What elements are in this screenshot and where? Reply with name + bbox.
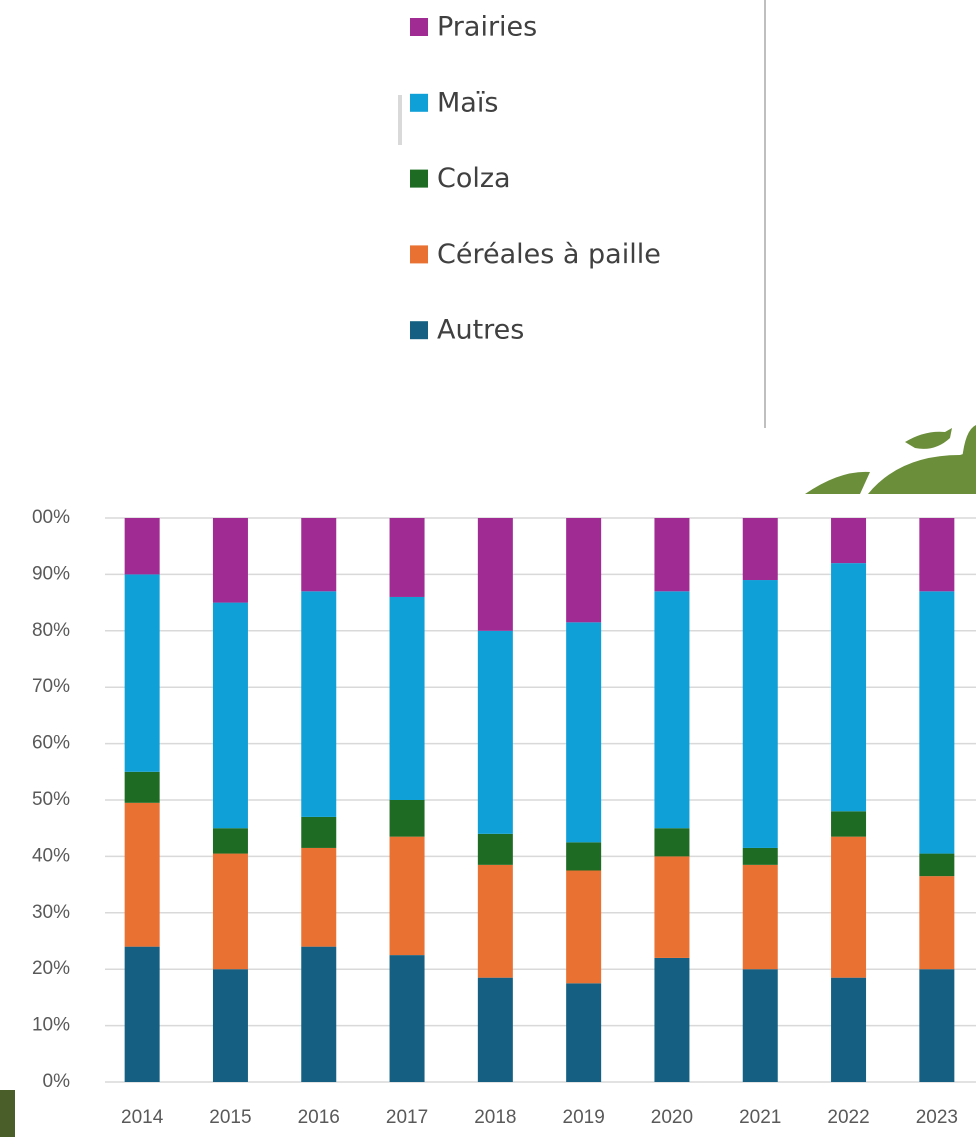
bar-segment	[919, 876, 955, 970]
bar-segment	[212, 828, 248, 854]
bar-segment	[477, 864, 513, 978]
x-tick-label: 2022	[827, 1107, 869, 1128]
legend-swatch	[410, 321, 428, 340]
bar-segment	[124, 574, 160, 772]
bar-segment	[566, 842, 602, 871]
y-tick-label: 70%	[32, 676, 70, 697]
decoration	[0, 1090, 15, 1137]
bar-segment	[389, 596, 425, 800]
x-tick-label: 2018	[474, 1107, 516, 1128]
bar-segment	[919, 969, 955, 1082]
bar-segment	[477, 833, 513, 865]
y-tick-label: 20%	[32, 958, 70, 979]
y-tick-label: 40%	[32, 845, 70, 866]
bar-segment	[919, 518, 955, 592]
y-tick-label: 90%	[32, 563, 70, 584]
bar-segment	[742, 580, 778, 848]
x-tick-label: 2021	[739, 1107, 781, 1128]
bar-segment	[566, 518, 602, 623]
bar-segment	[212, 602, 248, 829]
x-tick-label: 2014	[121, 1107, 164, 1128]
bar-segment	[831, 977, 867, 1082]
bar-segment	[566, 870, 602, 984]
x-tick-label: 2020	[651, 1107, 693, 1128]
bird-decoration	[805, 425, 976, 494]
bar-segment	[566, 983, 602, 1082]
bar-segment	[212, 969, 248, 1082]
bar-segment	[654, 518, 690, 592]
y-tick-label: 00%	[32, 507, 70, 528]
bar-segment	[654, 591, 690, 829]
bar-segment	[831, 811, 867, 837]
bar-segment	[654, 828, 690, 857]
bar-segment	[742, 518, 778, 581]
x-tick-label: 2019	[563, 1107, 605, 1128]
bar-segment	[831, 836, 867, 978]
bar-segment	[124, 946, 160, 1082]
bar-segment	[742, 847, 778, 865]
bar-segment	[389, 955, 425, 1082]
bar-segment	[654, 856, 690, 958]
bar-segment	[389, 836, 425, 956]
bar-segment	[301, 847, 337, 947]
bar-segment	[124, 802, 160, 947]
x-tick-label: 2017	[386, 1107, 428, 1128]
bar-segment	[477, 977, 513, 1082]
y-tick-label: 10%	[32, 1015, 70, 1036]
bar-segment	[919, 853, 955, 877]
bar-segment	[301, 816, 337, 848]
bar-segment	[742, 969, 778, 1082]
bar-segment	[301, 946, 337, 1082]
bar-segment	[124, 518, 160, 575]
bar-segment	[831, 563, 867, 812]
bar-segment	[389, 518, 425, 597]
y-tick-label: 50%	[32, 789, 70, 810]
bar-segment	[212, 518, 248, 603]
legend-label: Prairies	[437, 12, 537, 43]
legend-swatch	[410, 93, 428, 112]
x-tick-label: 2015	[209, 1107, 251, 1128]
x-tick-label: 2016	[298, 1107, 340, 1128]
bar-segment	[301, 591, 337, 817]
bar-segment	[212, 853, 248, 970]
legend-label: Céréales à paille	[437, 239, 661, 270]
bar-segment	[566, 622, 602, 843]
bar-segment	[919, 591, 955, 854]
legend-swatch	[410, 18, 428, 36]
legend-swatch	[410, 169, 428, 188]
bar-segment	[831, 518, 867, 564]
y-tick-label: 80%	[32, 620, 70, 641]
legend-label: Autres	[437, 315, 524, 346]
x-tick-label: 2023	[916, 1107, 958, 1128]
decoration	[398, 95, 402, 145]
bar-segment	[124, 771, 160, 803]
bar-segment	[389, 800, 425, 837]
legend-label: Colza	[437, 163, 511, 194]
y-tick-label: 0%	[43, 1071, 71, 1092]
bar-segment	[477, 630, 513, 834]
bar-segment	[742, 864, 778, 970]
bar-segment	[654, 957, 690, 1082]
y-tick-label: 30%	[32, 902, 70, 923]
bar-segment	[477, 518, 513, 631]
legend-label: Maïs	[437, 87, 498, 118]
bar-segment	[301, 518, 337, 592]
y-tick-label: 60%	[32, 733, 70, 754]
legend-swatch	[410, 245, 428, 264]
